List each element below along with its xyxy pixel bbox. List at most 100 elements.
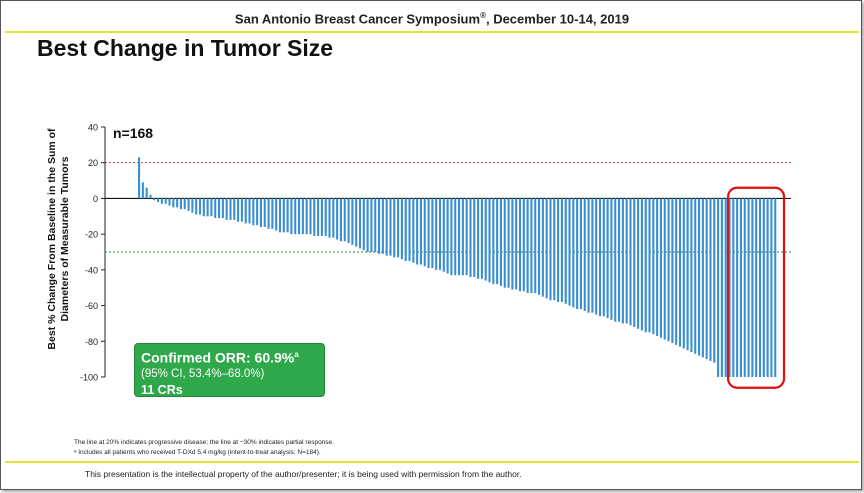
tumor-change-bar <box>366 198 369 252</box>
tumor-change-bar <box>758 198 762 377</box>
tumor-change-bar <box>393 198 396 258</box>
tumor-change-bar <box>755 198 758 377</box>
tumor-change-bar <box>507 198 510 288</box>
tumor-change-bar <box>339 198 342 242</box>
tumor-change-bar <box>667 198 670 342</box>
tumor-change-bar <box>210 198 213 217</box>
footnote-reference-lines: The line at 20% indicates progressive di… <box>74 439 334 446</box>
tumor-change-bar <box>271 198 274 229</box>
tumor-change-bar <box>560 198 563 302</box>
tumor-change-bar <box>564 198 567 304</box>
tumor-change-bar <box>267 198 270 229</box>
tumor-change-bar <box>477 198 480 279</box>
tumor-change-bar <box>259 198 262 227</box>
tumor-change-bar <box>614 198 617 322</box>
orr-footnote-mark: a <box>294 350 299 359</box>
tumor-change-bar <box>423 198 426 267</box>
tumor-change-bar <box>202 198 205 217</box>
tumor-change-bar <box>728 198 731 377</box>
y-tick-label: 20 <box>88 158 98 168</box>
tumor-change-bar <box>408 198 411 261</box>
tumor-change-bar <box>690 198 693 352</box>
tumor-change-bar <box>400 198 403 260</box>
tumor-change-bar <box>652 198 655 335</box>
tumor-change-bar <box>244 198 247 224</box>
tumor-change-bar <box>328 198 331 238</box>
tumor-change-bar <box>378 198 381 254</box>
tumor-change-bar <box>618 198 621 322</box>
tumor-change-bar <box>530 198 533 294</box>
footer-disclaimer: This presentation is the intellectual pr… <box>85 469 522 479</box>
tumor-change-bar <box>484 198 487 281</box>
tumor-change-bar <box>305 198 308 235</box>
tumor-change-bar <box>640 198 643 331</box>
tumor-change-bar <box>214 198 217 219</box>
y-tick-label: -100 <box>80 373 98 383</box>
tumor-change-bar <box>397 198 400 258</box>
tumor-change-bar <box>724 198 727 377</box>
tumor-change-bar <box>678 198 682 347</box>
complete-responses-count: 11 CRs <box>141 382 183 397</box>
tumor-change-bar <box>427 198 430 269</box>
footer-divider <box>5 461 859 463</box>
tumor-change-bar <box>625 198 628 324</box>
tumor-change-bar <box>629 198 632 326</box>
tumor-change-bar <box>153 198 156 201</box>
tumor-change-bar <box>138 157 141 199</box>
tumor-change-bar <box>317 198 320 236</box>
tumor-change-bar <box>522 198 525 292</box>
tumor-change-bar <box>637 198 640 329</box>
tumor-change-bar <box>591 198 594 313</box>
conference-header: San Antonio Breast Cancer Symposium®, De… <box>1 11 863 26</box>
tumor-change-bar <box>172 198 175 208</box>
tumor-change-bar <box>458 198 461 276</box>
tumor-change-bar <box>518 198 522 292</box>
tumor-change-bar <box>633 198 636 327</box>
tumor-change-bar <box>298 198 301 235</box>
orr-confidence-interval: (95% CI, 53.4%–68.0%) <box>141 367 265 380</box>
tumor-change-bar <box>416 198 419 265</box>
tumor-change-bar <box>157 198 160 202</box>
tumor-change-bar <box>488 198 491 283</box>
tumor-change-bar <box>682 198 685 349</box>
tumor-change-bar <box>252 198 255 226</box>
tumor-change-bar <box>705 198 708 360</box>
tumor-change-bar <box>294 198 297 235</box>
tumor-change-bar <box>644 198 647 333</box>
tumor-change-bar <box>160 198 163 204</box>
tumor-change-bar <box>492 198 495 285</box>
tumor-change-bar <box>435 198 438 270</box>
tumor-change-bar <box>355 198 358 247</box>
y-tick-label: -60 <box>85 301 98 311</box>
tumor-change-bar <box>412 198 415 263</box>
tumor-change-bar <box>381 198 384 254</box>
tumor-change-bar <box>762 198 765 377</box>
tumor-change-bar <box>309 198 312 235</box>
tumor-change-bar <box>385 198 388 256</box>
tumor-change-bar <box>149 194 152 199</box>
tumor-change-bar <box>286 198 289 233</box>
tumor-change-bar <box>389 198 392 256</box>
conference-dates: , December 10-14, 2019 <box>485 11 630 27</box>
tumor-change-bar <box>694 198 697 354</box>
tumor-change-bar <box>145 187 148 199</box>
orr-title: Confirmed ORR: 60.9%a <box>141 346 318 367</box>
tumor-change-bar <box>473 198 476 277</box>
tumor-change-bar <box>324 198 327 236</box>
sample-size-label: n=168 <box>113 125 153 141</box>
header-divider <box>5 31 859 33</box>
tumor-change-bar <box>438 198 442 270</box>
tumor-change-bar <box>774 198 777 377</box>
tumor-change-bar <box>313 198 316 236</box>
tumor-change-bar <box>621 198 624 324</box>
tumor-change-bar <box>675 198 678 345</box>
y-tick-label: 0 <box>93 194 98 204</box>
tumor-change-bar <box>656 198 659 336</box>
y-tick-label: -20 <box>85 230 98 240</box>
tumor-change-bar <box>732 198 735 377</box>
tumor-change-bar <box>770 198 773 377</box>
tumor-change-bar <box>511 198 514 290</box>
tumor-change-bar <box>351 198 354 245</box>
y-tick-label: -80 <box>85 337 98 347</box>
tumor-change-bar <box>221 198 224 219</box>
